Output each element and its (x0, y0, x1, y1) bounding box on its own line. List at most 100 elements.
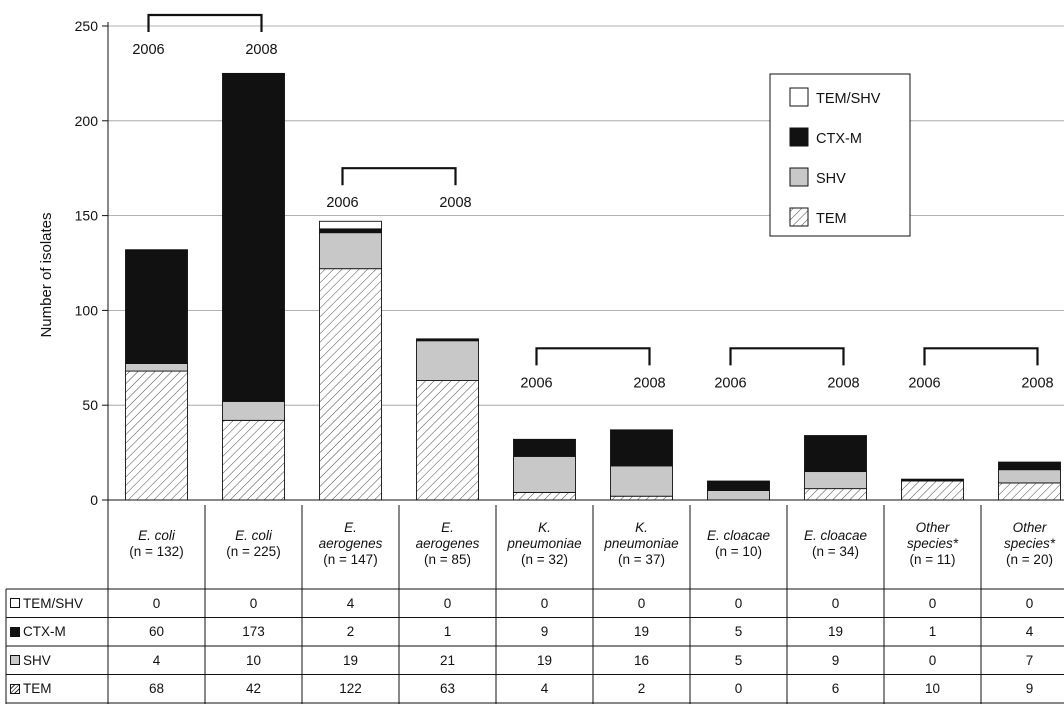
table-row-name: TEM/SHV (23, 595, 84, 611)
legend-swatch (789, 207, 809, 227)
legend: TEM/SHV CTX-M SHV TEM (769, 73, 911, 237)
legend-label: TEM/SHV (816, 91, 881, 107)
table-cell: 2 (346, 624, 355, 639)
bar-segment-shv (319, 232, 382, 270)
bar-segment-ctx-m (610, 429, 673, 467)
table-cell: 0 (734, 681, 743, 696)
bar-segment-ctx-m (804, 435, 867, 473)
bar-segment-tem (319, 268, 382, 501)
table-row-name: CTX-M (23, 624, 66, 639)
bar-segment-shv (222, 400, 285, 421)
legend-label: CTX-M (816, 131, 862, 147)
bar-segment-ctx-m (998, 461, 1061, 471)
species-name: pneumoniae (604, 536, 679, 551)
bar-segment-ctx-m (125, 249, 188, 364)
species-name: aerogenes (318, 536, 383, 551)
bar-segment-ctx-m (707, 480, 770, 491)
table-cell: 42 (245, 681, 262, 696)
species-name: species* (906, 536, 959, 551)
table-cell: 1 (443, 624, 452, 639)
sample-size: (n = 10) (715, 544, 762, 559)
species-name: E. coli (235, 528, 272, 543)
bar-segment-ctx-m (416, 338, 479, 342)
year-label: 2006 (908, 375, 940, 391)
table-cell: 9 (831, 652, 840, 668)
x-category-label: E. coli (n = 225) (205, 505, 302, 583)
bar-segment-tem (804, 488, 867, 501)
bar-segment-shv (707, 490, 770, 501)
table-cell: 4 (1025, 624, 1034, 639)
table-cell: 0 (540, 595, 549, 611)
species-name: K. (538, 520, 551, 535)
table-cell: 16 (633, 652, 650, 668)
table-row-name: SHV (23, 652, 51, 668)
species-name: K. (635, 520, 648, 535)
y-tick-label: 0 (90, 492, 98, 508)
year-label: 2008 (633, 375, 665, 391)
table-cell: 6 (831, 681, 840, 696)
table-cell: 9 (1025, 681, 1034, 696)
species-name: E. (441, 520, 454, 535)
year-bracket (535, 347, 651, 366)
table-swatch (10, 626, 20, 637)
table-cell: 122 (339, 681, 362, 696)
year-label: 2008 (827, 375, 859, 391)
table-cell: 0 (152, 595, 161, 611)
table-cell: 19 (342, 652, 359, 668)
bar-segment-tem-shv (319, 220, 382, 230)
table-cell: 4 (152, 652, 161, 668)
year-bracket (923, 347, 1039, 366)
table-cell: 5 (734, 624, 743, 639)
y-axis-label: Number of isolates (38, 212, 55, 337)
bar-segment-tem (416, 380, 479, 501)
bar-segment-ctx-m (513, 438, 576, 457)
table-cell: 173 (242, 624, 265, 639)
x-category-label: K. pneumoniae (n = 32) (496, 505, 593, 583)
bar-segment-shv (610, 465, 673, 497)
year-brackets: 2006 2008 2006 2008 2006 2008 2006 2008 2006 2008 (132, 13, 1054, 391)
year-label: 2006 (520, 375, 552, 391)
bar-segment-ctx-m (222, 72, 285, 402)
x-category-label: E. aerogenes (n = 85) (399, 505, 496, 583)
bar-segment-ctx-m (901, 478, 964, 482)
bar-segment-tem (610, 495, 673, 501)
species-name: Other (915, 520, 950, 535)
bars (125, 72, 1061, 501)
bar-segment-tem (222, 419, 285, 501)
sample-size: (n = 132) (129, 544, 184, 559)
bar-segment-tem (998, 482, 1061, 501)
x-category-label: Other species* (n = 20) (981, 505, 1064, 583)
species-name: E. cloacae (803, 528, 868, 543)
year-label: 2008 (245, 42, 277, 58)
table-cell: 0 (1025, 595, 1034, 611)
bar-segment-shv (125, 363, 188, 372)
y-tick-label: 50 (82, 397, 98, 413)
bar-segment-shv (513, 455, 576, 493)
year-bracket (341, 167, 457, 186)
sample-size: (n = 85) (424, 552, 471, 567)
year-label: 2008 (1021, 375, 1053, 391)
sample-size: (n = 225) (226, 544, 281, 559)
sample-size: (n = 34) (812, 544, 859, 559)
year-label: 2006 (714, 375, 746, 391)
table-cell: 21 (439, 652, 456, 668)
legend-label: TEM (816, 211, 847, 227)
x-category-label: E. cloacae (n = 34) (787, 505, 884, 583)
bar-segment-tem (901, 480, 964, 501)
species-name: aerogenes (415, 536, 480, 551)
year-label: 2006 (326, 195, 358, 211)
table-row-name: TEM (23, 681, 52, 696)
data-table-grid (5, 505, 1064, 704)
x-category-label: E. aerogenes (n = 147) (302, 505, 399, 583)
y-tick-label: 200 (75, 113, 99, 129)
sample-size: (n = 37) (618, 552, 665, 567)
table-cell: 0 (637, 595, 646, 611)
y-tick-label: 150 (75, 208, 99, 224)
species-name: E. coli (138, 528, 175, 543)
table-swatch (10, 598, 20, 608)
x-category-label: E. cloacae (n = 10) (690, 505, 787, 583)
table-cell: 7 (1025, 652, 1034, 668)
table-cell: 0 (249, 595, 258, 611)
table-cell: 63 (439, 681, 456, 696)
